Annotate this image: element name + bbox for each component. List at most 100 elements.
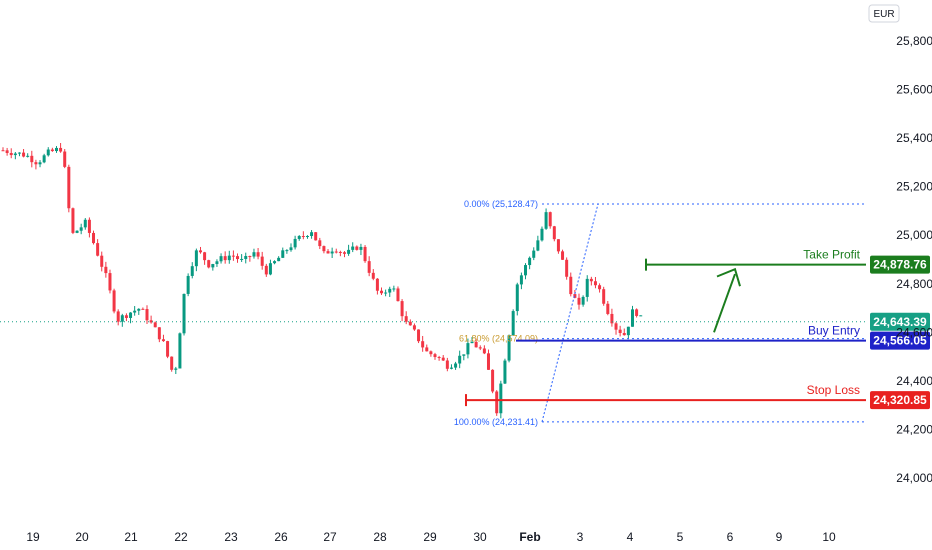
candle-body bbox=[13, 153, 17, 156]
candle-body bbox=[244, 256, 248, 259]
x-tick-label: 20 bbox=[75, 530, 89, 544]
candle-body bbox=[528, 257, 532, 266]
price-tag-label: 24,878.76 bbox=[873, 258, 927, 272]
up-arrow-annotation bbox=[713, 267, 741, 333]
candle-body bbox=[264, 265, 268, 275]
level-label: Buy Entry bbox=[808, 324, 860, 338]
candle-body bbox=[470, 341, 474, 344]
candle-body bbox=[87, 219, 91, 233]
candle-body bbox=[639, 315, 643, 317]
candle-body bbox=[46, 149, 50, 156]
currency-selector[interactable]: EUR bbox=[868, 4, 900, 23]
candle-body bbox=[112, 290, 116, 312]
candle-body bbox=[34, 162, 38, 165]
y-tick-label: 24,600.00 bbox=[896, 325, 932, 339]
candle-body bbox=[478, 347, 482, 349]
candle-body bbox=[614, 323, 618, 330]
candle-body bbox=[42, 155, 46, 163]
x-tick-label: 3 bbox=[577, 530, 584, 544]
candle-body bbox=[79, 227, 83, 231]
candle-body bbox=[182, 293, 186, 334]
y-tick-label: 25,800.00 bbox=[896, 34, 932, 48]
candle-body bbox=[618, 329, 622, 334]
candle-body bbox=[495, 391, 499, 414]
candle-body bbox=[482, 348, 486, 354]
arrow-head bbox=[716, 267, 741, 287]
candle-body bbox=[289, 247, 293, 251]
candle-body bbox=[293, 238, 297, 248]
y-tick-label: 25,200.00 bbox=[896, 180, 932, 194]
currency-label: EUR bbox=[873, 9, 894, 20]
candle-body bbox=[635, 309, 639, 316]
fib-trendline bbox=[541, 203, 599, 422]
candle-body bbox=[149, 320, 153, 323]
y-tick-label: 24,400.00 bbox=[896, 374, 932, 388]
candle-body bbox=[310, 232, 314, 237]
candle-body bbox=[363, 246, 367, 262]
candle-body bbox=[626, 326, 630, 336]
candle-body bbox=[466, 343, 470, 355]
candle-body bbox=[256, 252, 260, 257]
x-tick-label: 9 bbox=[776, 530, 783, 544]
x-tick-label: 21 bbox=[124, 530, 138, 544]
candle-body bbox=[145, 309, 149, 321]
y-tick-label: 24,200.00 bbox=[896, 422, 932, 436]
candle-body bbox=[297, 236, 301, 239]
candle-body bbox=[400, 301, 404, 317]
candle-body bbox=[227, 255, 231, 261]
candle-body bbox=[30, 155, 34, 163]
price-tag[interactable] bbox=[870, 312, 930, 331]
x-tick-label: 29 bbox=[423, 530, 437, 544]
candle-body bbox=[569, 276, 573, 295]
y-tick-label: 25,400.00 bbox=[896, 131, 932, 145]
candle-body bbox=[207, 260, 211, 268]
candle-body bbox=[630, 309, 634, 327]
candle-body bbox=[421, 341, 425, 348]
candle-body bbox=[75, 230, 79, 233]
candle-body bbox=[503, 360, 507, 384]
price-tag[interactable] bbox=[870, 391, 930, 410]
candle-body bbox=[351, 246, 355, 250]
x-tick-label: Feb bbox=[519, 530, 540, 544]
candle-body bbox=[260, 256, 264, 266]
candle-body bbox=[425, 347, 429, 352]
candle-body bbox=[9, 152, 13, 156]
fib-level-label: 100.00% (24,231.41) bbox=[454, 417, 538, 427]
candle-body bbox=[540, 228, 544, 241]
candle-body bbox=[174, 368, 178, 370]
candle-body bbox=[1, 150, 5, 152]
candle-body bbox=[388, 288, 392, 293]
candle-body bbox=[474, 341, 478, 348]
x-tick-label: 6 bbox=[727, 530, 734, 544]
candle-body bbox=[124, 315, 128, 318]
candle-body bbox=[598, 285, 602, 290]
fibonacci-retracement[interactable]: 0.00% (25,128.47) 61.80% (24,574.09) 100.0… bbox=[454, 199, 866, 427]
candle-body bbox=[330, 251, 334, 254]
candle-body bbox=[602, 289, 606, 304]
candle-body bbox=[203, 252, 207, 261]
candle-body bbox=[524, 265, 528, 276]
x-tick-label: 22 bbox=[174, 530, 188, 544]
candle-body bbox=[190, 266, 194, 276]
candle-body bbox=[281, 250, 285, 258]
candle-body bbox=[515, 284, 519, 312]
price-tag[interactable] bbox=[870, 255, 930, 274]
candle-body bbox=[561, 251, 565, 260]
candle-body bbox=[104, 266, 108, 274]
candle-body bbox=[552, 226, 556, 240]
candle-body bbox=[437, 357, 441, 359]
price-axis[interactable]: 24,000.00 24,200.00 24,400.00 24,600.00 24,8… bbox=[896, 34, 932, 485]
price-tag-label: 24,566.05 bbox=[873, 334, 927, 348]
candle-body bbox=[5, 150, 9, 153]
candle-body bbox=[458, 355, 462, 364]
level-label: Take Profit bbox=[803, 248, 860, 262]
time-axis[interactable]: 19 20 21 22 23 26 27 28 29 30 Feb 3 4 5 6 9 10 bbox=[26, 530, 836, 544]
candle-body bbox=[429, 351, 433, 355]
candle-body bbox=[305, 236, 309, 238]
price-tag-label: 24,643.39 bbox=[873, 315, 927, 329]
candle-body bbox=[59, 147, 63, 152]
x-tick-label: 23 bbox=[224, 530, 238, 544]
price-tag[interactable] bbox=[870, 331, 930, 350]
trade-levels[interactable]: Take Profit Buy Entry Stop Loss 24,878.76 24… bbox=[0, 248, 930, 410]
